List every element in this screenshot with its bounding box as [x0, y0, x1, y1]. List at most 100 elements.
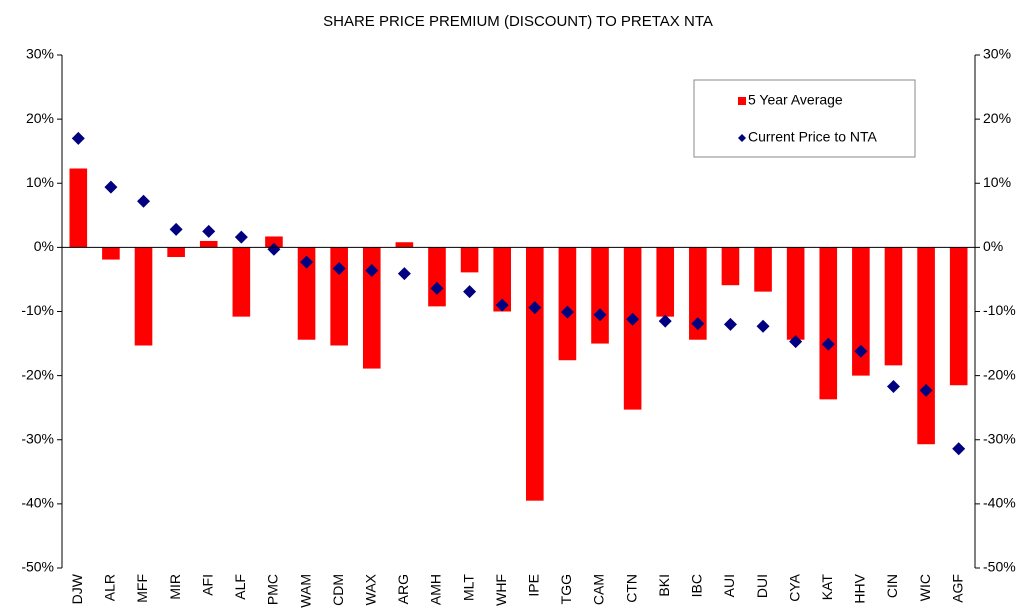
y-tick-label: 30% — [26, 46, 54, 62]
x-tick-label: PMC — [265, 574, 281, 605]
point — [202, 224, 216, 238]
bar — [102, 247, 120, 260]
y2-tick-label: -30% — [983, 430, 1016, 446]
bar — [460, 247, 479, 273]
bar — [167, 247, 185, 257]
x-tick-label: ALR — [102, 574, 118, 601]
y-tick-label: -20% — [21, 366, 54, 382]
y2-tick-label: -20% — [983, 366, 1016, 382]
x-tick-label: MIR — [167, 574, 183, 600]
bar — [558, 247, 577, 361]
point — [234, 230, 248, 244]
x-tick-label: AUI — [721, 574, 737, 597]
bar — [428, 247, 446, 307]
point — [397, 267, 411, 281]
x-tick-label: WIC — [917, 574, 933, 601]
bar — [721, 247, 740, 286]
bar — [493, 247, 512, 312]
point — [854, 344, 868, 358]
y-tick-label: -40% — [21, 495, 54, 511]
x-tick-label: HHV — [852, 573, 868, 603]
x-tick-label: CAM — [591, 574, 607, 605]
x-tick-label: WHF — [493, 574, 509, 606]
bar — [362, 247, 381, 369]
legend-swatch — [738, 134, 746, 142]
y-tick-label: 10% — [26, 174, 54, 190]
bar — [884, 247, 903, 366]
point — [169, 222, 183, 236]
bar — [232, 247, 251, 317]
point — [71, 131, 85, 145]
bar — [525, 247, 544, 501]
y-tick-label: 20% — [26, 110, 54, 126]
point — [626, 312, 640, 326]
point — [756, 319, 770, 333]
y2-tick-label: -40% — [983, 495, 1016, 511]
x-tick-label: CIN — [884, 574, 900, 598]
point — [300, 255, 314, 269]
y-tick-label: -30% — [21, 430, 54, 446]
y-tick-label: -50% — [21, 559, 54, 575]
bar — [395, 242, 414, 248]
y2-tick-label: -50% — [983, 559, 1016, 575]
point — [528, 301, 542, 315]
x-tick-label: CDM — [330, 574, 346, 606]
point — [593, 308, 607, 322]
point — [886, 380, 900, 394]
x-tick-label: WAM — [297, 574, 313, 608]
y2-tick-label: 0% — [983, 238, 1003, 254]
bar — [69, 168, 88, 248]
point — [267, 242, 281, 256]
bar — [265, 236, 283, 248]
point — [495, 298, 509, 312]
x-tick-label: AGF — [949, 574, 965, 603]
point — [463, 285, 477, 299]
point — [821, 337, 835, 351]
bar — [754, 247, 772, 292]
x-tick-label: CTN — [623, 574, 639, 603]
bar — [689, 247, 707, 340]
point — [365, 263, 379, 277]
x-tick-label: ALF — [232, 574, 248, 600]
x-tick-label: IBC — [689, 574, 705, 597]
point — [104, 180, 118, 194]
y-tick-label: -10% — [21, 302, 54, 318]
bar — [949, 247, 968, 386]
x-tick-label: AMH — [428, 574, 444, 605]
point — [137, 194, 151, 208]
bar — [786, 247, 805, 340]
y-tick-label: 0% — [34, 238, 54, 254]
x-tick-label: TGG — [558, 574, 574, 604]
x-tick-label: IPE — [526, 574, 542, 597]
legend-swatch — [738, 97, 746, 105]
x-tick-label: CYA — [786, 573, 802, 601]
chart-title: SHARE PRICE PREMIUM (DISCOUNT) TO PRETAX… — [323, 13, 713, 30]
legend-box — [693, 79, 916, 158]
point — [332, 262, 346, 276]
x-tick-label: BKI — [656, 574, 672, 597]
x-tick-label: AFI — [199, 574, 215, 596]
point — [430, 281, 444, 295]
y2-tick-label: 20% — [983, 110, 1011, 126]
bar — [134, 247, 153, 346]
bar — [199, 240, 218, 248]
point — [560, 305, 574, 319]
y2-tick-label: 30% — [983, 46, 1011, 62]
x-tick-label: ARG — [395, 574, 411, 604]
x-tick-label: KAT — [819, 574, 835, 601]
x-tick-label: DUI — [754, 574, 770, 598]
bar — [917, 247, 935, 445]
point — [952, 442, 966, 456]
x-tick-label: DJW — [69, 573, 85, 604]
legend-label: Current Price to NTA — [748, 129, 878, 145]
bar — [819, 247, 838, 400]
y2-tick-label: -10% — [983, 302, 1016, 318]
point — [658, 314, 672, 328]
x-tick-label: MFF — [134, 574, 150, 603]
bar — [330, 247, 348, 346]
bar — [656, 247, 675, 317]
point — [723, 317, 737, 331]
point — [789, 335, 803, 349]
bar — [852, 247, 870, 376]
